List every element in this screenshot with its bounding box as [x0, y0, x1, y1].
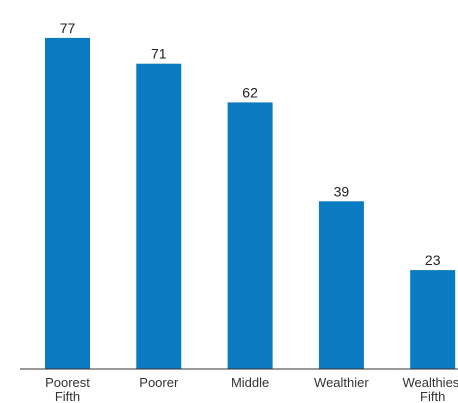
bar-2: [227, 102, 273, 370]
bar-value-label-2: 62: [242, 84, 258, 100]
bar-3: [318, 201, 364, 369]
x-tick-label-line: Fifth: [55, 389, 80, 403]
bar-1: [136, 63, 182, 369]
x-tick-label-line: Poorer: [139, 375, 179, 390]
bar-value-label-0: 77: [60, 20, 76, 36]
bar-value-label-3: 39: [334, 183, 350, 199]
bar-value-label-4: 23: [425, 252, 441, 268]
x-tick-label-0: Poorest Fifth: [45, 375, 90, 403]
bars-group: [45, 37, 456, 370]
x-tick-label-4: Wealthiest Fifth: [402, 375, 458, 403]
x-tick-label-line: Fifth: [420, 389, 445, 403]
x-tick-label-line: Wealthier: [314, 375, 369, 390]
x-tick-label-2: Middle: [231, 375, 269, 390]
x-tick-label-line: Wealthiest: [402, 375, 458, 390]
x-tick-label-line: Middle: [231, 375, 269, 390]
x-tick-label-line: Poorest: [45, 375, 90, 390]
bar-4: [410, 270, 456, 369]
value-labels-group: 77 71 62 39 23: [60, 20, 441, 268]
bar-value-label-1: 71: [151, 46, 167, 62]
bar-0: [45, 37, 90, 370]
x-tick-label-1: Poorer: [139, 375, 179, 390]
x-tick-label-3: Wealthier: [314, 375, 369, 390]
